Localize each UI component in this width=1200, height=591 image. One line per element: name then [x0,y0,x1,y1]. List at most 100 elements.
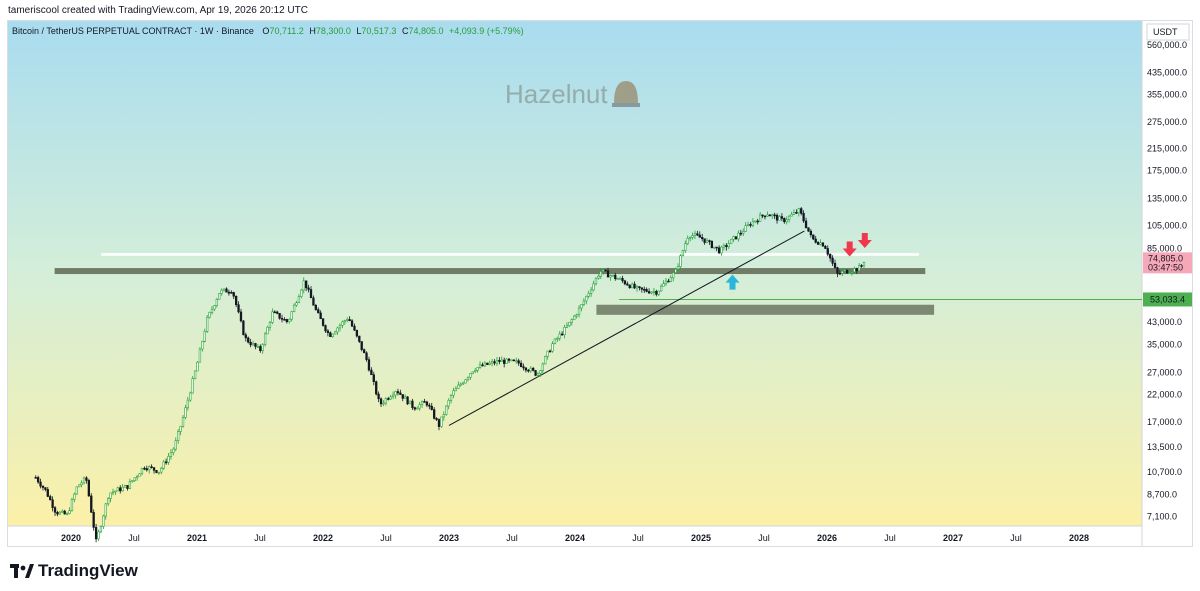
candle[interactable] [305,280,308,289]
candle[interactable] [713,246,716,249]
candle[interactable] [684,243,687,251]
candle[interactable] [459,383,462,386]
candle[interactable] [756,220,759,223]
candle[interactable] [87,480,90,497]
candle[interactable] [297,296,301,303]
arrow-up-icon[interactable] [725,274,740,290]
candle[interactable] [107,498,110,505]
candle[interactable] [556,337,559,340]
candle[interactable] [288,318,291,323]
candle[interactable] [449,394,453,401]
candle[interactable] [730,238,733,244]
candle[interactable] [295,302,298,306]
candle[interactable] [481,364,484,367]
candle[interactable] [53,507,57,513]
candle[interactable] [140,467,144,475]
candle[interactable] [213,305,216,310]
candle[interactable] [331,333,334,337]
candle[interactable] [783,218,786,223]
candle[interactable] [804,220,808,228]
candle[interactable] [483,362,487,367]
candle[interactable] [239,311,243,322]
candle[interactable] [621,278,624,282]
candle[interactable] [70,499,74,511]
candle[interactable] [157,471,161,474]
arrow-down-icon[interactable] [857,233,872,249]
candle[interactable] [123,485,127,488]
candle[interactable] [505,358,508,364]
candle[interactable] [365,352,368,360]
candle[interactable] [647,291,651,294]
candle[interactable] [565,325,569,328]
candle[interactable] [353,325,356,331]
candle[interactable] [763,215,767,218]
candle[interactable] [474,370,477,373]
candle[interactable] [693,233,697,236]
candle[interactable] [237,304,240,313]
candle[interactable] [461,382,465,385]
candle[interactable] [631,283,634,289]
candle[interactable] [227,291,231,294]
candle[interactable] [536,373,540,376]
candle[interactable] [720,246,723,254]
candle[interactable] [860,265,863,267]
candle[interactable] [399,392,402,395]
candle[interactable] [251,343,255,346]
candle[interactable] [266,326,269,335]
candle[interactable] [160,467,163,473]
candle[interactable] [638,286,641,289]
candle[interactable] [114,490,117,493]
candle[interactable] [259,346,262,351]
candle[interactable] [34,477,37,479]
candle[interactable] [628,284,631,289]
candle[interactable] [375,381,378,395]
candle[interactable] [744,225,747,232]
candle[interactable] [377,393,380,400]
candle[interactable] [73,493,76,500]
candle[interactable] [809,230,813,236]
candle[interactable] [109,492,112,499]
candle[interactable] [196,361,199,372]
candle[interactable] [273,311,276,314]
candle[interactable] [280,318,284,320]
candle[interactable] [708,240,711,242]
candle[interactable] [418,404,421,409]
currency-box[interactable] [1146,23,1190,41]
candle[interactable] [329,332,332,337]
candle[interactable] [454,388,458,392]
candle[interactable] [138,473,141,477]
candle[interactable] [271,311,274,323]
candle[interactable] [41,485,45,488]
candle[interactable] [290,311,293,320]
candle[interactable] [201,341,204,350]
candle[interactable] [490,361,494,364]
symbol-title[interactable]: Bitcoin / TetherUS PERPETUAL CONTRACT · … [12,26,254,36]
candle[interactable] [503,359,506,364]
candle[interactable] [90,495,93,513]
candle[interactable] [831,257,834,264]
candle[interactable] [263,333,267,345]
candle[interactable] [761,214,764,217]
candle[interactable] [391,394,395,398]
candle[interactable] [626,283,629,286]
candle[interactable] [469,373,472,378]
candle[interactable] [97,531,100,540]
candle[interactable] [635,286,639,289]
candle[interactable] [645,289,648,292]
candle[interactable] [739,232,742,235]
candle[interactable] [746,224,750,227]
candle[interactable] [121,486,124,492]
candle[interactable] [321,318,325,326]
candle[interactable] [623,280,627,285]
candle[interactable] [230,292,233,294]
candle[interactable] [669,277,672,283]
candle[interactable] [394,391,397,396]
candle[interactable] [742,231,745,234]
candle[interactable] [220,289,223,294]
candle[interactable] [312,297,315,306]
candle[interactable] [433,409,436,419]
candle[interactable] [235,295,238,306]
candle[interactable] [855,268,858,272]
candle[interactable] [169,452,173,457]
candle[interactable] [582,300,586,305]
